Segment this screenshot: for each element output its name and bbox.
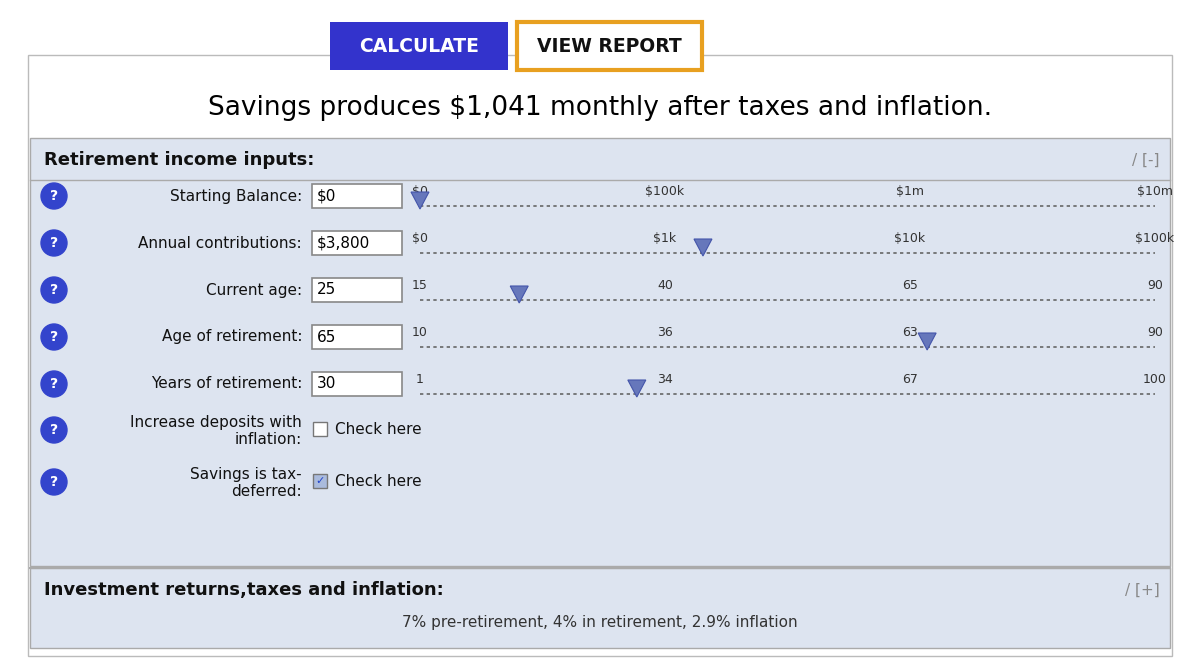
Text: ?: ? [50, 377, 58, 391]
Circle shape [41, 324, 67, 350]
Text: Increase deposits with: Increase deposits with [131, 416, 302, 430]
Text: 65: 65 [317, 329, 336, 344]
Text: $1m: $1m [896, 185, 924, 198]
Text: 7% pre-retirement, 4% in retirement, 2.9% inflation: 7% pre-retirement, 4% in retirement, 2.9… [402, 615, 798, 631]
FancyBboxPatch shape [313, 422, 326, 436]
Text: CALCULATE: CALCULATE [359, 36, 479, 56]
Text: Years of retirement:: Years of retirement: [151, 377, 302, 391]
FancyBboxPatch shape [312, 325, 402, 349]
Circle shape [41, 371, 67, 397]
Text: Retirement income inputs:: Retirement income inputs: [44, 151, 314, 169]
FancyBboxPatch shape [28, 55, 1172, 656]
Circle shape [41, 277, 67, 303]
Polygon shape [510, 286, 528, 303]
Text: Savings is tax-: Savings is tax- [191, 467, 302, 483]
Text: 100: 100 [1144, 373, 1166, 386]
Text: / [+]: / [+] [1126, 582, 1160, 598]
Text: Starting Balance:: Starting Balance: [169, 188, 302, 204]
Polygon shape [694, 239, 712, 256]
Text: ✓: ✓ [316, 476, 325, 486]
Text: / [-]: / [-] [1133, 153, 1160, 167]
Text: $0: $0 [412, 185, 428, 198]
Text: ?: ? [50, 423, 58, 437]
Text: Savings produces $1,041 monthly after taxes and inflation.: Savings produces $1,041 monthly after ta… [208, 95, 992, 121]
Text: 1: 1 [416, 373, 424, 386]
FancyBboxPatch shape [312, 184, 402, 208]
Text: 90: 90 [1147, 326, 1163, 339]
Text: 90: 90 [1147, 279, 1163, 292]
Circle shape [41, 183, 67, 209]
Text: 34: 34 [658, 373, 673, 386]
Text: ?: ? [50, 475, 58, 489]
Text: 25: 25 [317, 282, 336, 297]
Text: ?: ? [50, 236, 58, 250]
Text: Check here: Check here [335, 475, 421, 490]
Text: $0: $0 [317, 188, 336, 204]
Text: $10m: $10m [1138, 185, 1174, 198]
FancyBboxPatch shape [30, 568, 1170, 648]
Text: VIEW REPORT: VIEW REPORT [538, 36, 682, 56]
Text: 30: 30 [317, 377, 336, 391]
FancyBboxPatch shape [313, 474, 326, 488]
Circle shape [41, 230, 67, 256]
Text: 63: 63 [902, 326, 918, 339]
Text: $100k: $100k [1135, 232, 1175, 245]
Text: $3,800: $3,800 [317, 235, 371, 251]
Text: Annual contributions:: Annual contributions: [138, 235, 302, 251]
FancyBboxPatch shape [517, 22, 702, 70]
Polygon shape [410, 192, 430, 209]
FancyBboxPatch shape [30, 138, 1170, 566]
Text: 40: 40 [658, 279, 673, 292]
Circle shape [41, 417, 67, 443]
Text: ?: ? [50, 189, 58, 203]
Text: Age of retirement:: Age of retirement: [162, 329, 302, 344]
Text: $100k: $100k [646, 185, 684, 198]
Text: 10: 10 [412, 326, 428, 339]
Text: 36: 36 [658, 326, 673, 339]
Text: Investment returns,taxes and inflation:: Investment returns,taxes and inflation: [44, 581, 444, 599]
Text: 67: 67 [902, 373, 918, 386]
Polygon shape [628, 380, 646, 397]
Text: $10k: $10k [894, 232, 925, 245]
Text: deferred:: deferred: [232, 483, 302, 498]
Text: 65: 65 [902, 279, 918, 292]
Text: ?: ? [50, 330, 58, 344]
Text: ?: ? [50, 283, 58, 297]
Polygon shape [918, 333, 936, 350]
Text: Current age:: Current age: [206, 282, 302, 297]
Text: $1k: $1k [654, 232, 677, 245]
Text: Check here: Check here [335, 422, 421, 438]
FancyBboxPatch shape [312, 231, 402, 255]
FancyBboxPatch shape [330, 22, 508, 70]
Circle shape [41, 469, 67, 495]
Text: 15: 15 [412, 279, 428, 292]
Text: inflation:: inflation: [235, 432, 302, 446]
FancyBboxPatch shape [312, 372, 402, 396]
FancyBboxPatch shape [312, 278, 402, 302]
Text: $0: $0 [412, 232, 428, 245]
